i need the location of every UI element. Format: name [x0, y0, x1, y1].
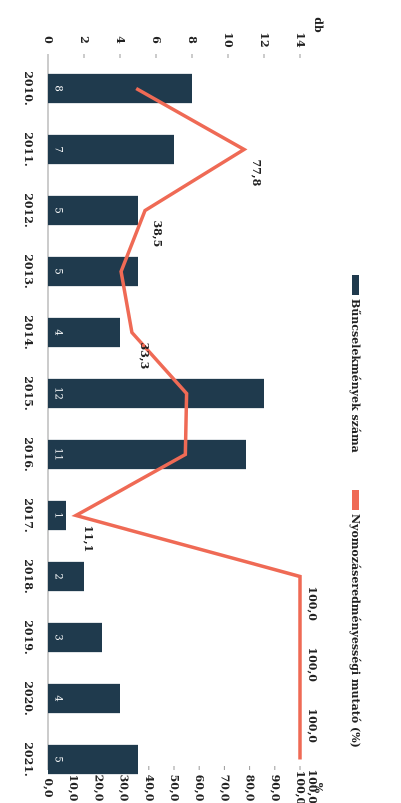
data-label: 100,0	[306, 587, 319, 622]
bar-label: 8	[53, 85, 64, 91]
y-tick-label: 6	[150, 36, 163, 44]
data-label: 11,1	[82, 526, 95, 553]
y2-tick-label: 100,0	[294, 771, 307, 803]
bar	[48, 561, 84, 592]
y2-tick-label: 30,0	[118, 775, 131, 802]
bar-label: 5	[53, 756, 64, 762]
bar-label: 5	[53, 207, 64, 213]
y-tick-label: 2	[78, 36, 91, 44]
bar	[48, 683, 120, 714]
x-tick-label: 2019.	[22, 620, 35, 654]
y2-tick-label: 90,0	[269, 775, 282, 802]
y-tick-label: 14	[294, 32, 307, 48]
y2-tick-label: 40,0	[143, 775, 156, 802]
y-tick-label: 8	[186, 36, 199, 44]
bar-label: 3	[53, 634, 64, 640]
bar	[48, 195, 138, 226]
bar-label: 1	[53, 512, 64, 518]
x-tick-label: 2015.	[22, 376, 35, 410]
bar	[48, 622, 102, 653]
x-tick-label: 2012.	[22, 193, 35, 227]
y2-axis-label: %	[312, 783, 325, 794]
bar-label: 4	[53, 695, 64, 701]
line	[71, 86, 302, 760]
y-axis-label: db	[312, 17, 325, 33]
y-tick-label: 10	[222, 32, 235, 48]
bar-label: 7	[53, 146, 64, 152]
data-label: 100,0	[306, 709, 319, 744]
y2-tick-label: 80,0	[244, 775, 257, 802]
y2-tick-label: 70,0	[218, 775, 231, 802]
x-tick-label: 2020.	[22, 681, 35, 715]
x-tick-label: 2011.	[22, 132, 35, 166]
bar	[48, 317, 120, 348]
x-tick-label: 2016.	[22, 437, 35, 471]
bar	[48, 73, 192, 104]
y-tick-label: 12	[258, 32, 271, 47]
bar-label: 11	[53, 448, 64, 461]
data-label: 38,5	[151, 221, 164, 248]
x-tick-label: 2013.	[22, 254, 35, 288]
y2-tick-label: 60,0	[193, 775, 206, 802]
x-tick-label: 2018.	[22, 559, 35, 593]
y2-tick-label: 50,0	[168, 775, 181, 802]
data-label: 100,0	[306, 770, 319, 803]
data-label: 100,0	[306, 648, 319, 683]
bar-label: 5	[53, 268, 64, 274]
bar	[48, 439, 246, 470]
bar-label: 2	[53, 573, 64, 579]
bar	[48, 256, 138, 287]
x-tick-label: 2021.	[22, 742, 35, 776]
data-label: 77,8	[250, 160, 263, 187]
x-tick-label: 2014.	[22, 315, 35, 349]
bar-label: 12	[53, 387, 64, 400]
y2-tick-label: 20,0	[92, 775, 105, 802]
legend-swatch	[352, 275, 359, 295]
y-tick-label: 4	[114, 36, 127, 44]
bar	[48, 500, 66, 531]
y-tick-label: 0	[42, 36, 55, 44]
bar	[48, 378, 264, 409]
x-tick-label: 2017.	[22, 498, 35, 532]
y2-tick-label: 10,0	[67, 775, 80, 802]
legend-label: Nyomozáseredményességi mutató (%)	[349, 514, 362, 748]
y2-tick-label: 0,0	[42, 778, 55, 797]
bar	[48, 134, 174, 165]
bar	[48, 744, 138, 775]
bar-label: 4	[53, 329, 64, 335]
x-tick-label: 2010.	[22, 71, 35, 105]
legend-swatch	[352, 490, 359, 510]
legend-label: Bűncselekmények száma	[349, 299, 362, 453]
data-label: 33,3	[138, 343, 151, 370]
